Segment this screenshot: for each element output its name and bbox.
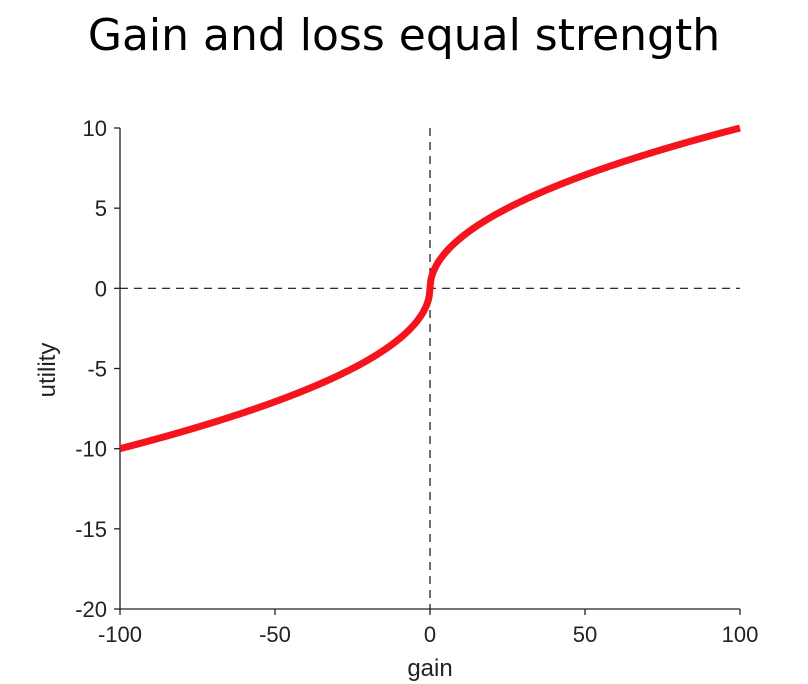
x-axis-label: gain: [407, 655, 452, 682]
x-tick-label: 0: [424, 622, 436, 647]
x-tick-label: 100: [722, 622, 759, 647]
y-axis-label: utility: [34, 343, 61, 398]
chart-title: Gain and loss equal strength: [87, 10, 721, 61]
y-tick-label: -5: [87, 357, 107, 382]
y-tick-label: -10: [75, 437, 107, 462]
x-tick-label: -100: [98, 622, 142, 647]
y-tick-label: -20: [75, 597, 107, 622]
y-tick-label: 0: [95, 276, 107, 301]
y-tick-label: -15: [75, 517, 107, 542]
y-tick-label: 10: [83, 116, 107, 141]
x-tick-label: 50: [573, 622, 597, 647]
y-tick-label: 5: [95, 196, 107, 221]
x-tick-label: -50: [259, 622, 291, 647]
utility-curve: [117, 124, 743, 453]
